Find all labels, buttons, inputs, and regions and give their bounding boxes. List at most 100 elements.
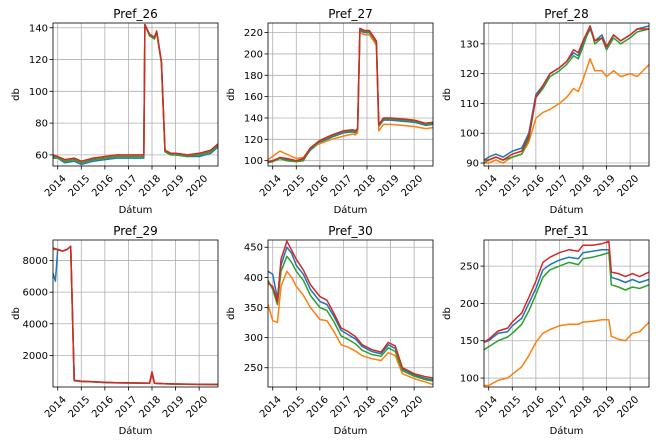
y-tick-label-1: 300 — [244, 333, 263, 344]
x-tick-label-2: 2016 — [90, 173, 116, 199]
axes-frame — [267, 239, 434, 388]
y-tick-label-0: 60 — [35, 150, 48, 161]
y-tick-label-1: 150 — [460, 336, 479, 347]
x-tick-label-6: 2020 — [399, 173, 425, 199]
y-tick-label-1: 80 — [35, 119, 48, 130]
x-tick-label-1: 2015 — [67, 394, 93, 420]
x-tick-label-5: 2019 — [376, 173, 402, 199]
series-line-3 — [268, 255, 433, 382]
x-tick-label-0: 2014 — [474, 173, 500, 199]
y-tick-label-3: 250 — [460, 262, 479, 273]
y-tick-label-3: 400 — [244, 273, 263, 284]
x-tick-label-2: 2016 — [90, 394, 116, 420]
x-tick-label-2: 2016 — [521, 394, 547, 420]
series-line-3 — [268, 28, 433, 164]
y-axis-label: db — [11, 307, 22, 320]
y-tick-label-2: 110 — [460, 99, 479, 110]
y-tick-label-3: 120 — [460, 69, 479, 80]
series-line-4 — [484, 25, 649, 161]
x-tick-label-1: 2015 — [498, 394, 524, 420]
x-axis-label: Dátum — [550, 425, 584, 437]
chart-title: Pref_29 — [113, 224, 158, 238]
x-tick-label-3: 2017 — [545, 173, 571, 199]
series-group — [53, 245, 218, 386]
x-tick-label-4: 2018 — [352, 394, 378, 420]
y-axis-label: db — [11, 88, 22, 101]
chart-title: Pref_27 — [328, 7, 373, 21]
series-line-3 — [53, 245, 218, 386]
y-tick-label-6: 220 — [244, 28, 263, 39]
series-line-2 — [268, 270, 433, 386]
y-tick-label-3: 8000 — [23, 256, 48, 267]
x-tick-label-3: 2017 — [329, 394, 355, 420]
y-tick-label-4: 130 — [460, 39, 479, 50]
axes-frame — [52, 239, 219, 388]
x-axis-label: Dátum — [334, 204, 368, 216]
series-line-2 — [53, 23, 218, 164]
series-line-3 — [484, 25, 649, 164]
x-tick-label-3: 2017 — [114, 394, 140, 420]
series-group — [484, 25, 649, 164]
x-axis-label: Dátum — [119, 204, 153, 216]
series-line-2 — [53, 245, 218, 386]
y-tick-label-0: 2000 — [23, 351, 48, 362]
x-tick-label-2: 2016 — [305, 173, 331, 199]
y-tick-label-0: 100 — [244, 156, 263, 167]
series-group — [268, 27, 433, 164]
x-tick-label-3: 2017 — [114, 173, 140, 199]
x-tick-label-2: 2016 — [521, 173, 547, 199]
series-line-3 — [53, 23, 218, 164]
series-line-4 — [484, 240, 649, 343]
series-group — [268, 240, 433, 386]
series-line-1 — [268, 246, 433, 381]
series-line-3 — [484, 251, 649, 351]
x-tick-label-5: 2019 — [161, 394, 187, 420]
x-tick-label-0: 2014 — [258, 173, 284, 199]
axes-frame — [267, 22, 434, 167]
x-axis-label: Dátum — [550, 204, 584, 216]
x-axis-label: Dátum — [334, 425, 368, 437]
series-line-4 — [53, 245, 218, 386]
y-tick-label-3: 160 — [244, 92, 263, 103]
y-tick-label-0: 90 — [466, 159, 479, 170]
y-tick-label-2: 200 — [460, 299, 479, 310]
x-tick-label-6: 2020 — [184, 394, 210, 420]
chart-title: Pref_31 — [544, 224, 589, 238]
series-line-1 — [484, 25, 649, 161]
axes-frame — [52, 22, 219, 167]
y-tick-label-2: 100 — [29, 87, 48, 98]
y-axis-label: db — [226, 88, 237, 101]
chart-title: Pref_26 — [113, 7, 158, 21]
axes-frame — [483, 22, 650, 167]
x-tick-label-0: 2014 — [474, 394, 500, 420]
series-line-4 — [268, 27, 433, 163]
x-tick-label-3: 2017 — [545, 394, 571, 420]
series-line-1 — [53, 245, 218, 386]
x-tick-label-4: 2018 — [137, 173, 163, 199]
x-tick-label-4: 2018 — [568, 173, 594, 199]
x-tick-label-0: 2014 — [43, 173, 69, 199]
y-tick-label-4: 450 — [244, 243, 263, 254]
series-line-2 — [484, 58, 649, 164]
x-tick-label-0: 2014 — [43, 394, 69, 420]
x-tick-label-1: 2015 — [67, 173, 93, 199]
x-tick-label-4: 2018 — [568, 394, 594, 420]
series-line-1 — [268, 29, 433, 163]
series-line-4 — [268, 240, 433, 379]
y-tick-label-2: 350 — [244, 303, 263, 314]
x-tick-label-6: 2020 — [615, 173, 641, 199]
y-tick-label-5: 200 — [244, 49, 263, 60]
x-axis-label: Dátum — [119, 425, 153, 437]
y-axis-label: db — [226, 307, 237, 320]
y-tick-label-2: 6000 — [23, 288, 48, 299]
x-tick-label-5: 2019 — [161, 173, 187, 199]
y-axis-label: db — [442, 88, 453, 101]
x-tick-label-1: 2015 — [498, 173, 524, 199]
x-tick-label-0: 2014 — [258, 394, 284, 420]
series-line-1 — [53, 23, 218, 166]
x-tick-label-3: 2017 — [329, 173, 355, 199]
